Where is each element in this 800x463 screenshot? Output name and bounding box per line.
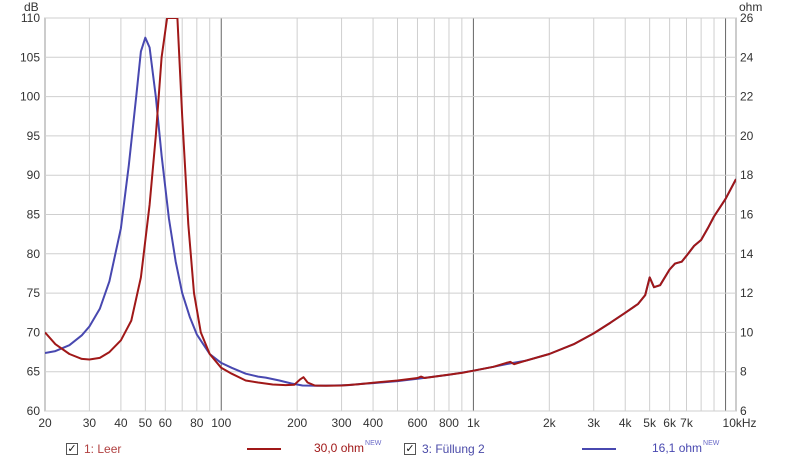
x-tick-label-8: 300 [332, 416, 352, 430]
legend-item-2: ✓ 3: Füllung 2 [404, 440, 485, 458]
x-tick-label-14: 3k [587, 416, 601, 430]
legend-name-1: 1: Leer [84, 442, 122, 456]
legend-value-2: 16,1 ohmNEW [652, 440, 720, 455]
y-left-tick-label-7: 95 [27, 129, 41, 143]
impedance-chart: 60 65 70 75 80 85 90 95 100 105 110 6 8 10 12 14 16 18 20 2… [20, 11, 757, 430]
y-right-tick-label-0: 6 [740, 404, 747, 418]
series-line-1 [45, 18, 736, 387]
y-left-tick-label-10: 110 [21, 11, 40, 25]
legend-checkbox-1[interactable]: ✓ [66, 442, 78, 455]
x-tick-label-12: 1k [467, 416, 481, 430]
legend-value-text-2: 16,1 ohm [652, 441, 703, 455]
y-right-tick-label-8: 22 [740, 90, 754, 104]
x-tick-label-3: 50 [139, 416, 153, 430]
x-tick-label-2: 40 [114, 416, 128, 430]
y-right-tick-label-1: 8 [740, 365, 747, 379]
x-tick-label-18: 7k [680, 416, 694, 430]
legend-name-2: 3: Füllung 2 [422, 442, 485, 456]
y-right-tick-label-9: 24 [740, 50, 754, 64]
x-tick-label-4: 60 [159, 416, 173, 430]
x-tick-label-15: 4k [619, 416, 633, 430]
x-tick-label-1: 30 [83, 416, 97, 430]
legend-value-1: 30,0 ohmNEW [314, 440, 382, 455]
x-tick-label-16: 5k [643, 416, 657, 430]
x-tick-label-7: 200 [287, 416, 307, 430]
left-axis-unit: dB [24, 0, 39, 14]
legend-item-1: ✓ 1: Leer [66, 440, 121, 458]
y-left-tick-label-3: 75 [27, 286, 41, 300]
x-tick-label-17: 6k [663, 416, 677, 430]
x-tick-label-9: 400 [363, 416, 383, 430]
y-right-tick-label-2: 10 [740, 325, 754, 339]
y-right-tick-label-4: 14 [740, 247, 754, 261]
legend-value-text-1: 30,0 ohm [314, 441, 365, 455]
y-left-tick-label-0: 60 [27, 404, 41, 418]
x-tick-label-19: 10kHz [723, 416, 757, 430]
legend-swatch-1 [247, 448, 281, 450]
y-right-tick-label-5: 16 [740, 208, 754, 222]
y-left-tick-label-2: 70 [27, 325, 41, 339]
legend-swatch-2 [582, 448, 616, 450]
y-right-tick-label-3: 12 [740, 286, 754, 300]
x-tick-label-10: 600 [407, 416, 427, 430]
x-tick-label-6: 100 [211, 416, 231, 430]
y-right-tick-label-10: 26 [740, 11, 754, 25]
y-left-tick-label-9: 105 [20, 50, 40, 64]
legend-badge-1: NEW [365, 440, 382, 447]
y-right-tick-label-7: 20 [740, 129, 754, 143]
legend-checkbox-2[interactable]: ✓ [404, 442, 416, 455]
y-left-tick-label-8: 100 [20, 90, 40, 104]
x-tick-label-11: 800 [439, 416, 459, 430]
legend-badge-2: NEW [703, 440, 720, 447]
x-tick-label-5: 80 [190, 416, 204, 430]
y-left-tick-label-1: 65 [27, 365, 41, 379]
y-right-tick-label-6: 18 [740, 168, 754, 182]
legend: ✓ 1: Leer 30,0 ohmNEW ✓ 3: Füllung 2 16,… [0, 440, 800, 460]
x-tick-label-13: 2k [543, 416, 557, 430]
right-axis-unit: ohm [739, 0, 763, 14]
y-left-tick-label-6: 90 [27, 168, 41, 182]
y-left-tick-label-4: 80 [27, 247, 41, 261]
y-left-tick-label-5: 85 [27, 208, 41, 222]
x-tick-label-0: 20 [38, 416, 52, 430]
